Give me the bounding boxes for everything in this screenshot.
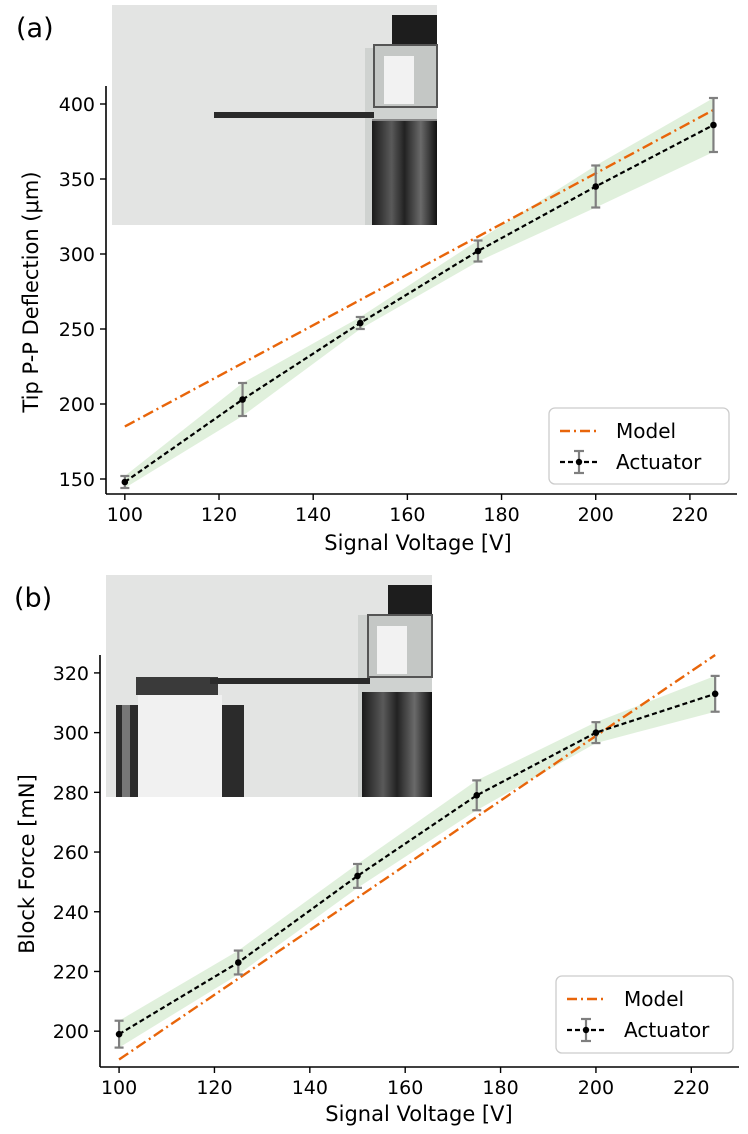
y-tick-label-a-2: 250 [59,319,95,341]
legend-actuator-label-b: Actuator [624,1018,710,1042]
x-tick-label-a-4: 180 [483,504,519,526]
y-tick-label-a-0: 150 [59,469,95,491]
x-tick-label-b-3: 160 [387,1077,423,1099]
actuator-point-a-5 [710,121,717,129]
model-line-a [124,108,715,428]
actuator-point-b-4 [592,729,600,736]
x-tick-label-b-6: 220 [673,1077,709,1099]
y-tick-label-b-6: 320 [53,663,89,685]
actuator-point-a-4 [592,183,600,190]
x-tick-label-a-3: 160 [389,504,425,526]
x-tick-label-a-5: 200 [578,504,614,526]
y-tick-label-a-4: 350 [59,169,95,191]
panel-label-a: (a) [16,13,54,44]
y-axis-label-a: Tip P-P Deflection (μm) [19,171,43,413]
x-tick-label-a-0: 100 [107,504,143,526]
actuator-point-b-3 [473,792,481,799]
legend-model-label-b: Model [624,987,684,1011]
x-axis-label-a: Signal Voltage [V] [324,531,511,555]
x-tick-label-b-2: 140 [292,1077,328,1099]
x-tick-label-b-4: 180 [482,1077,518,1099]
y-tick-label-b-1: 220 [53,961,89,983]
legend-model-label-a: Model [616,419,676,443]
actuator-point-a-2 [356,319,364,327]
inset-photo-b [106,575,433,797]
y-tick-label-b-4: 280 [53,782,89,804]
legend-actuator-label-a: Actuator [616,450,702,474]
legend-a: Model Actuator [548,407,730,485]
legend-b: Model Actuator [555,975,734,1054]
y-axis-label-b: Block Force [mN] [15,774,39,954]
x-tick-label-a-1: 120 [201,504,237,526]
x-axis-label-b: Signal Voltage [V] [325,1102,512,1126]
y-tick-label-a-1: 200 [59,394,95,416]
actuator-point-a-0 [121,478,129,486]
y-tick-label-a-5: 400 [59,94,95,116]
actuator-point-b-0 [115,1030,123,1038]
actuator-point-b-1 [234,959,242,966]
y-tick-label-b-3: 260 [53,842,89,864]
y-tick-label-a-3: 300 [59,244,95,266]
actuator-line-a [124,124,714,483]
panel-b: (b) 100 120 140 160 180 200 220 200 220 240 260 280… [14,575,739,1126]
y-tick-label-b-5: 300 [53,723,89,745]
panel-label-b: (b) [14,583,52,614]
actuator-point-b-2 [354,872,361,880]
x-tick-label-b-5: 200 [578,1077,614,1099]
x-tick-label-a-2: 140 [295,504,331,526]
confidence-band-a [124,98,714,488]
x-tick-label-b-1: 120 [196,1077,232,1099]
x-tick-label-b-0: 100 [101,1077,137,1099]
x-tick-label-a-6: 220 [672,504,708,526]
y-tick-label-b-0: 200 [53,1021,89,1043]
legend-actuator-swatch-a [560,449,598,475]
actuator-point-b-5 [711,690,719,698]
actuator-line-b [118,692,716,1036]
actuator-point-a-1 [239,396,246,403]
model-line-b [118,654,716,1061]
inset-photo-a [112,5,438,225]
panel-a: (a) 100 120 140 160 180 200 220 150 200 250 300 350… [16,5,737,555]
legend-actuator-swatch-b [567,1017,605,1043]
actuator-point-a-3 [474,247,482,255]
y-tick-label-b-2: 240 [53,902,89,924]
